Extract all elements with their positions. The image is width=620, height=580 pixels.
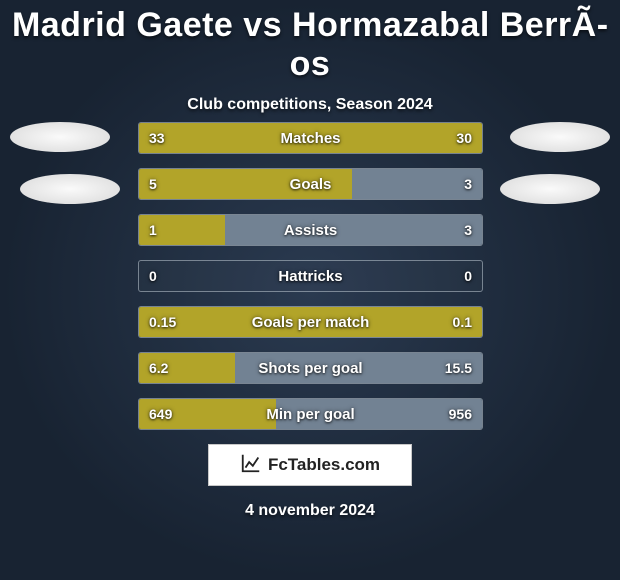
stat-bar-right — [235, 353, 482, 383]
page-subtitle: Club competitions, Season 2024 — [0, 96, 620, 114]
stat-bar-left — [139, 399, 276, 429]
player-left-oval-2 — [20, 174, 120, 204]
stat-row: 649Min per goal956 — [138, 398, 483, 430]
stat-bar-left — [139, 215, 225, 245]
stat-bar-left — [139, 307, 482, 337]
player-right-oval-1 — [510, 122, 610, 152]
stat-row: 0.15Goals per match0.1 — [138, 306, 483, 338]
stat-label: Hattricks — [139, 261, 482, 291]
stat-bar-right — [352, 169, 482, 199]
stat-bar-left — [139, 169, 352, 199]
stat-row: 5Goals3 — [138, 168, 483, 200]
date-label: 4 november 2024 — [0, 502, 620, 520]
stat-bar-right — [276, 399, 482, 429]
player-right-oval-2 — [500, 174, 600, 204]
attribution-badge: FcTables.com — [208, 444, 412, 486]
stat-bar-left — [139, 353, 235, 383]
stat-row: 33Matches30 — [138, 122, 483, 154]
player-left-oval-1 — [10, 122, 110, 152]
stat-value-left: 0 — [149, 261, 157, 291]
stat-row: 1Assists3 — [138, 214, 483, 246]
stats-container: 33Matches30 5Goals3 1Assists3 0Hattricks0 0.… — [138, 122, 483, 444]
stat-bar-right — [225, 215, 482, 245]
stat-value-right: 0 — [464, 261, 472, 291]
stat-row: 0Hattricks0 — [138, 260, 483, 292]
stat-row: 6.2Shots per goal15.5 — [138, 352, 483, 384]
page-title: Madrid Gaete vs Hormazabal BerrÃ­os — [0, 0, 620, 84]
chart-icon — [240, 452, 262, 479]
stat-bar-left — [139, 123, 482, 153]
attribution-text: FcTables.com — [268, 455, 380, 475]
